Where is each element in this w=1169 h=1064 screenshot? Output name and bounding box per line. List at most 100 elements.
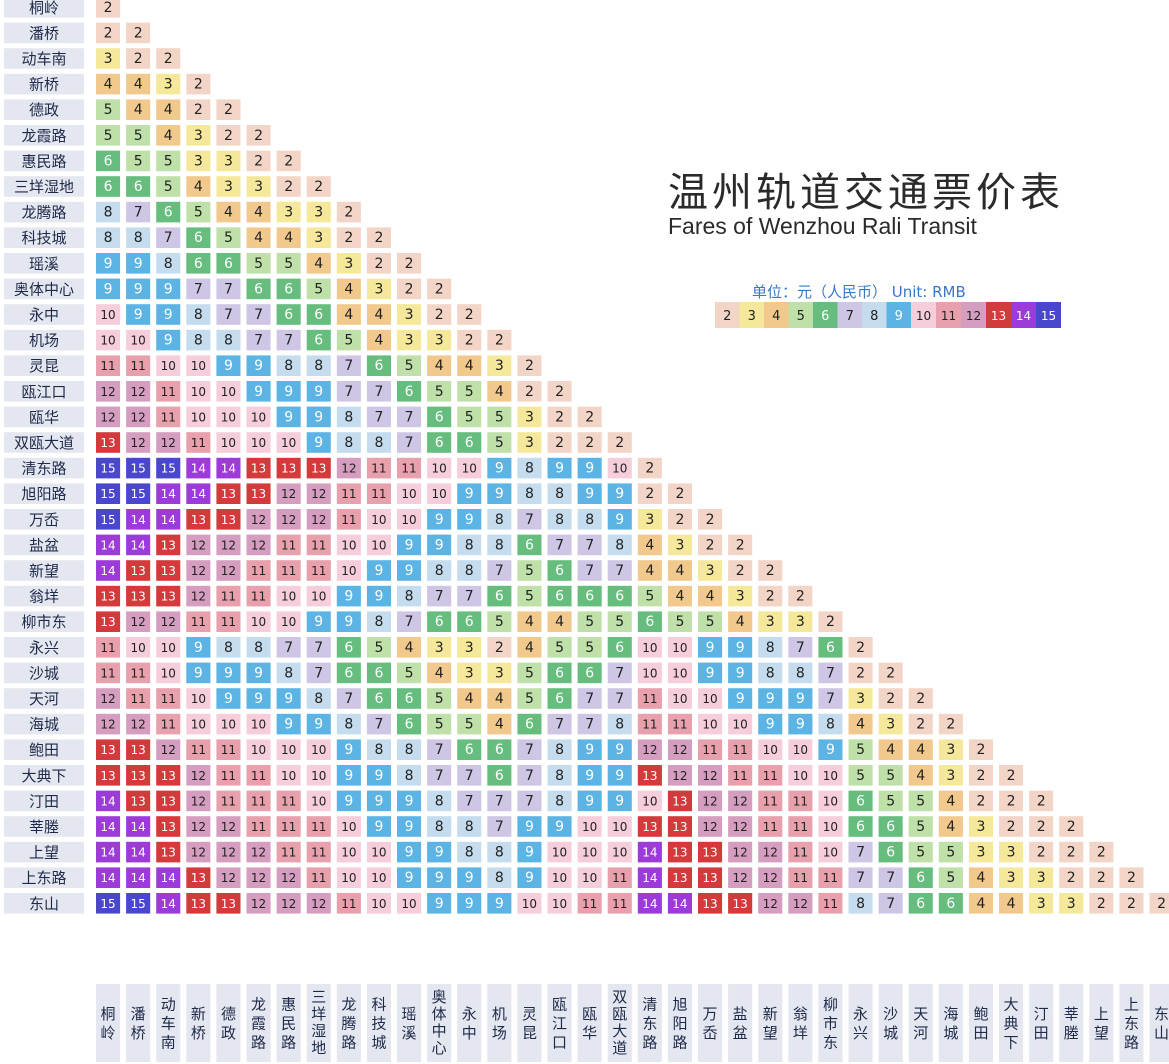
row-label: 双瓯大道	[14, 434, 74, 452]
fare-label: 3	[495, 358, 504, 374]
fare-cell	[126, 125, 151, 146]
fare-label: 7	[435, 589, 444, 605]
fare-cell	[216, 99, 241, 120]
fare-label: 7	[465, 589, 474, 605]
fare-cell	[336, 304, 361, 325]
fare-cell	[818, 662, 843, 684]
fare-label: 4	[736, 614, 745, 630]
fare-label: 11	[131, 692, 146, 706]
fare-cell	[276, 381, 301, 402]
fare-cell	[397, 841, 422, 863]
fare-cell	[517, 662, 542, 684]
fare-label: 4	[344, 307, 353, 323]
fare-label: 4	[675, 589, 684, 605]
fare-cell	[276, 304, 301, 325]
fare-label: 5	[946, 845, 955, 861]
fare-cell	[96, 867, 121, 888]
fare-label: 10	[341, 564, 356, 578]
fare-label: 8	[284, 358, 293, 374]
fare-cell	[607, 560, 632, 581]
col-label: 上	[1094, 1005, 1109, 1023]
fare-label: 11	[823, 897, 838, 911]
fare-cell	[126, 611, 151, 632]
fare-label: 10	[552, 846, 567, 860]
fare-cell	[216, 201, 241, 223]
fare-cell	[637, 841, 662, 863]
fare-label: 2	[465, 307, 474, 323]
fare-label: 11	[612, 897, 627, 911]
fare-cell	[156, 611, 181, 632]
fare-label: 12	[251, 871, 266, 885]
fare-label: 10	[311, 590, 326, 604]
fare-cell	[577, 637, 602, 658]
fare-cell	[366, 688, 391, 709]
legend-swatch	[936, 302, 961, 328]
fare-cell	[306, 483, 331, 504]
fare-label: 13	[161, 564, 176, 578]
fare-cell	[366, 483, 391, 504]
fare-cell	[366, 227, 391, 248]
fare-label: 13	[100, 590, 115, 604]
fare-label: 10	[161, 359, 176, 373]
fare-label: 6	[495, 768, 504, 784]
fare-cell	[427, 355, 452, 376]
fare-cell	[336, 355, 361, 376]
fare-label: 2	[706, 512, 715, 528]
fare-cell	[397, 816, 422, 837]
fare-label: 14	[131, 820, 146, 834]
fare-cell	[427, 585, 452, 607]
fare-label: 5	[525, 691, 534, 707]
fare-label: 2	[976, 793, 985, 809]
fare-cell	[758, 739, 783, 760]
fare-cell	[397, 867, 422, 888]
fare-cell	[216, 381, 241, 402]
fare-cell	[698, 688, 723, 709]
fare-label: 12	[341, 462, 356, 476]
fare-cell	[397, 585, 422, 607]
fare-label: 2	[736, 563, 745, 579]
fare-label: 8	[374, 435, 383, 451]
col-label-bg	[1089, 984, 1114, 1062]
fare-label: 6	[886, 819, 895, 835]
fare-cell	[246, 432, 271, 453]
fare-cell	[276, 739, 301, 760]
fare-cell	[607, 713, 632, 735]
col-label: 中	[432, 1022, 447, 1040]
fare-label: 13	[100, 743, 115, 757]
fare-label: 2	[856, 665, 865, 681]
fare-label: 12	[100, 718, 115, 732]
fare-label: 7	[164, 230, 173, 246]
fare-label: 5	[525, 563, 534, 579]
fare-label: 10	[432, 487, 447, 501]
fare-label: 13	[251, 462, 266, 476]
fare-label: 7	[585, 717, 594, 733]
col-label-bg	[276, 984, 301, 1062]
col-label: 体	[432, 1005, 447, 1023]
row-label-bg	[4, 585, 84, 607]
fare-label: 9	[254, 384, 263, 400]
row-label-bg	[4, 765, 84, 786]
fare-cell	[186, 304, 211, 325]
fare-cell	[366, 662, 391, 684]
fare-cell	[728, 739, 753, 760]
fare-cell	[427, 662, 452, 684]
fare-cell	[306, 176, 331, 197]
fare-label: 14	[100, 846, 115, 860]
fare-label: 3	[435, 640, 444, 656]
fare-label: 8	[224, 333, 233, 349]
fare-label: 9	[435, 870, 444, 886]
fare-label: 10	[341, 871, 356, 885]
fare-cell	[186, 355, 211, 376]
fare-cell	[517, 765, 542, 786]
fare-label: 8	[344, 717, 353, 733]
fare-label: 10	[642, 641, 657, 655]
fare-cell	[186, 406, 211, 428]
fare-cell	[878, 790, 903, 812]
fare-cell	[276, 201, 301, 223]
fare-label: 7	[284, 333, 293, 349]
fare-cell	[427, 637, 452, 658]
fare-label: 8	[194, 307, 203, 323]
fare-cell	[487, 739, 512, 760]
fare-label: 12	[281, 897, 296, 911]
fare-label: 12	[763, 897, 778, 911]
